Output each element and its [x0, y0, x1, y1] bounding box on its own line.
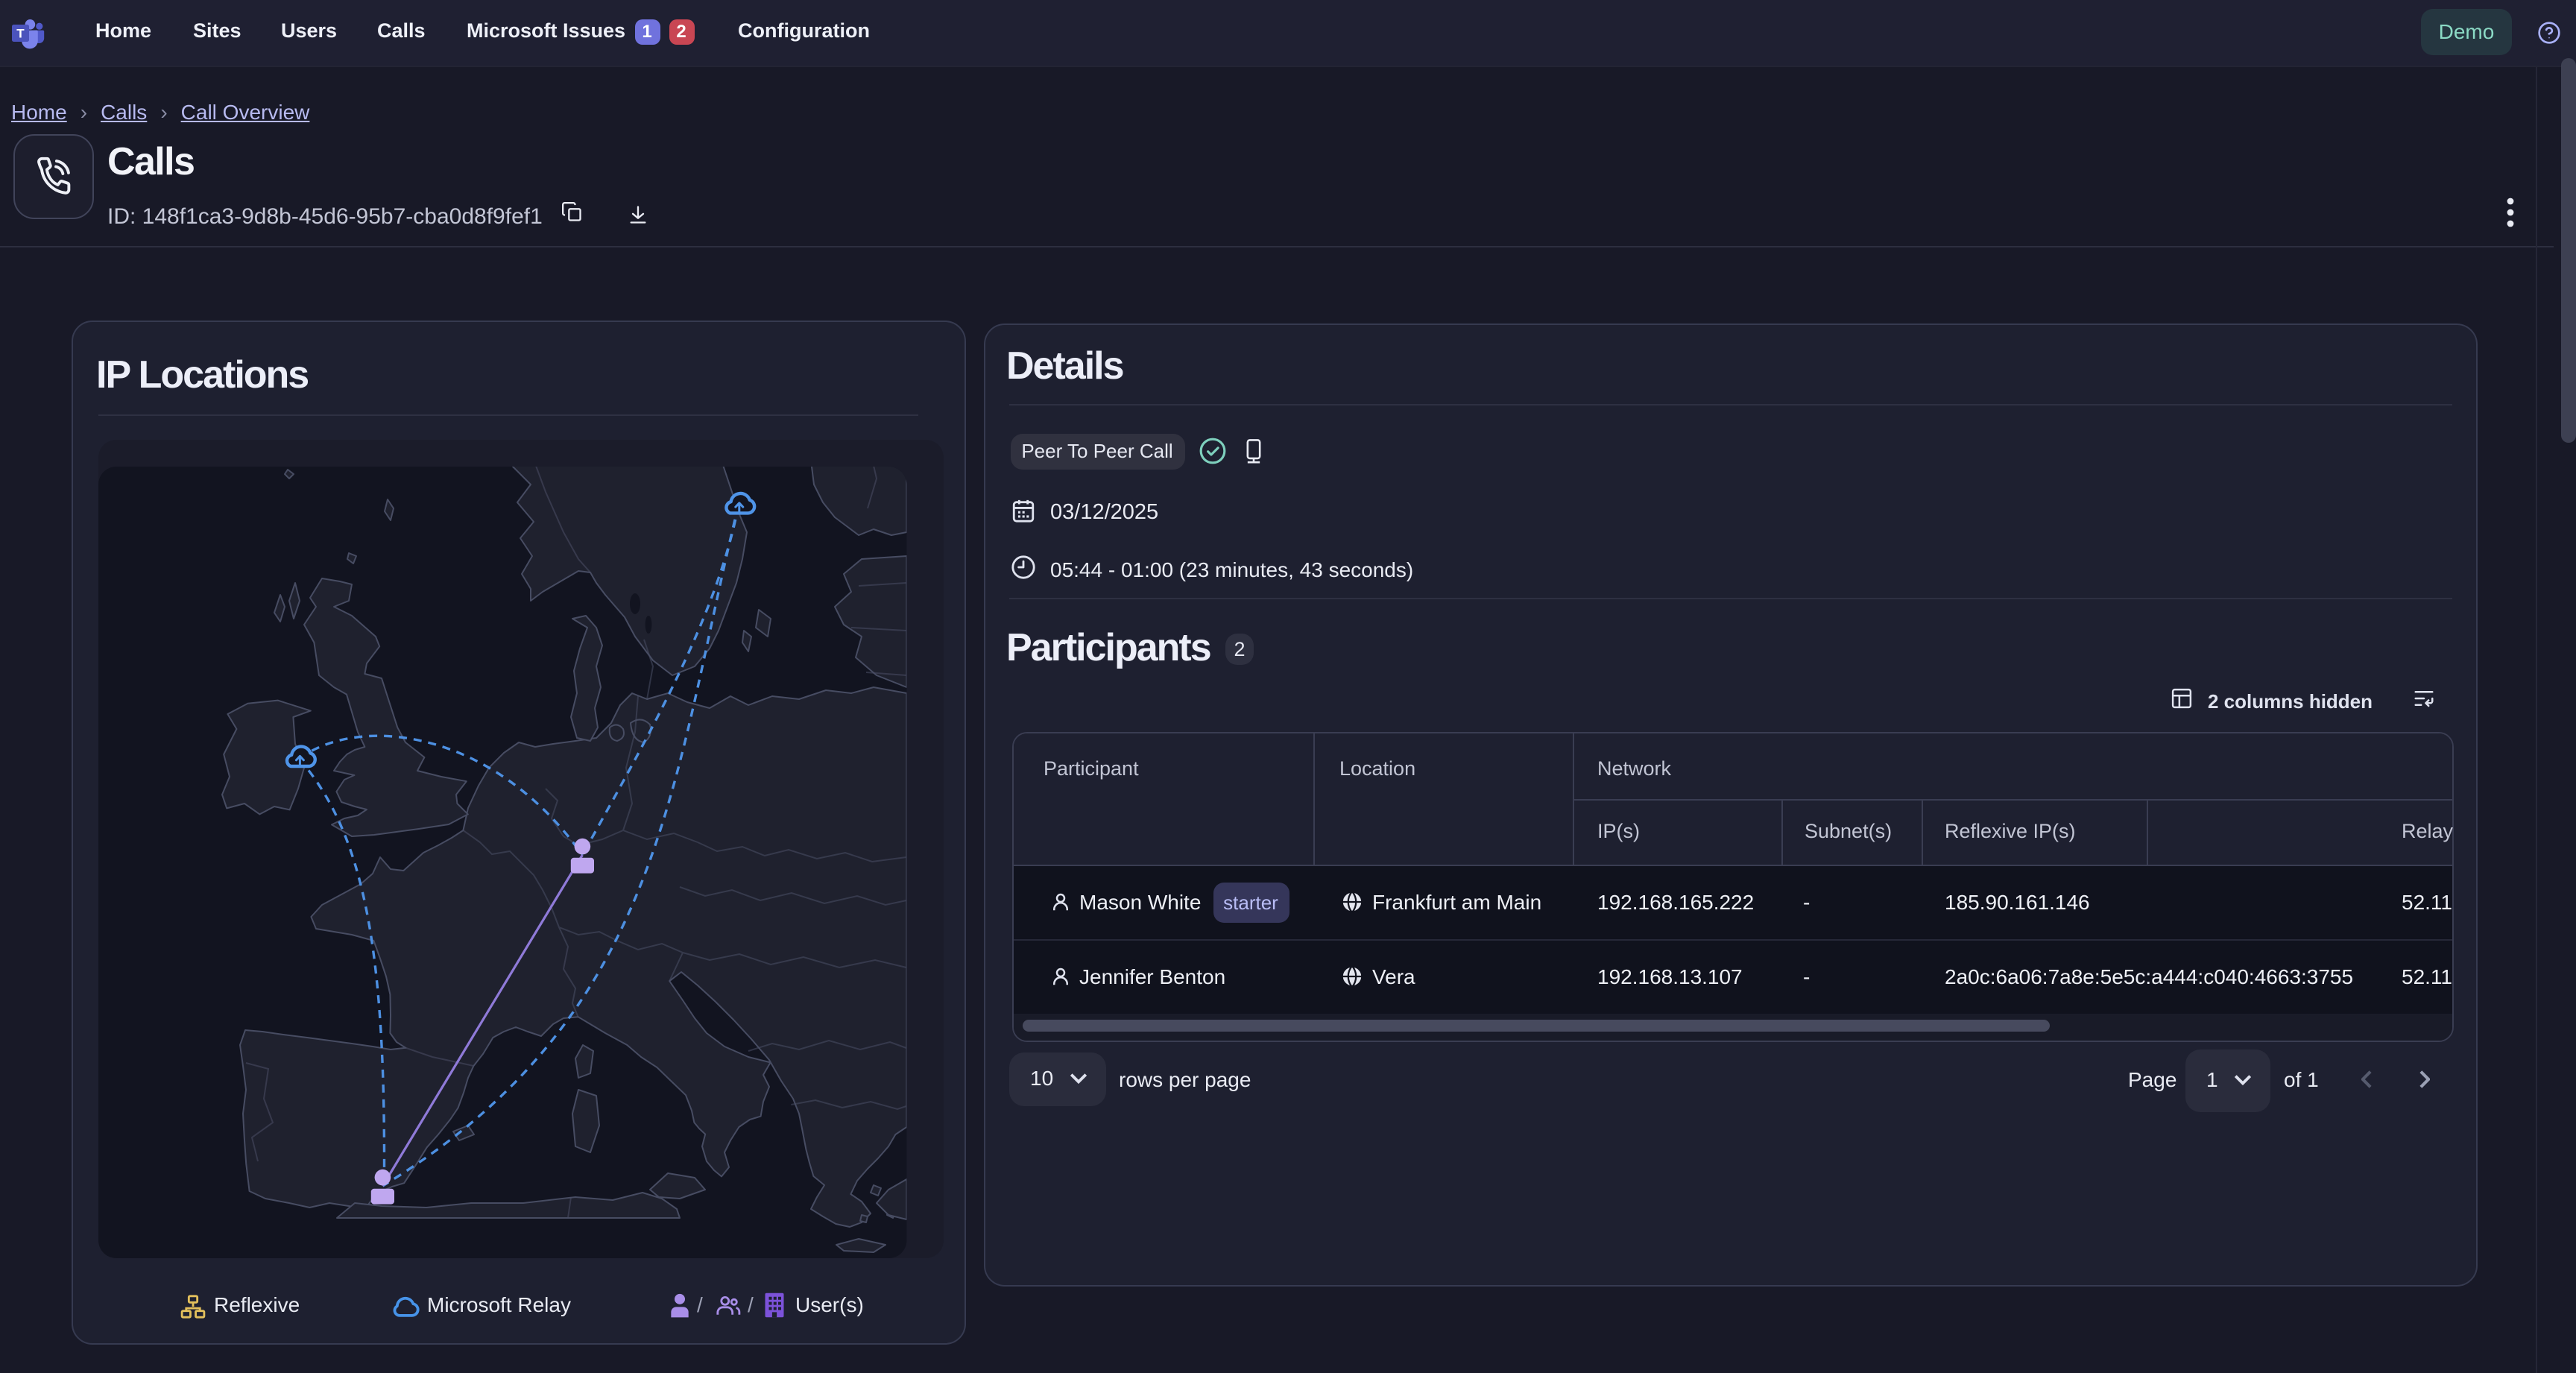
svg-text:T: T [16, 26, 25, 40]
